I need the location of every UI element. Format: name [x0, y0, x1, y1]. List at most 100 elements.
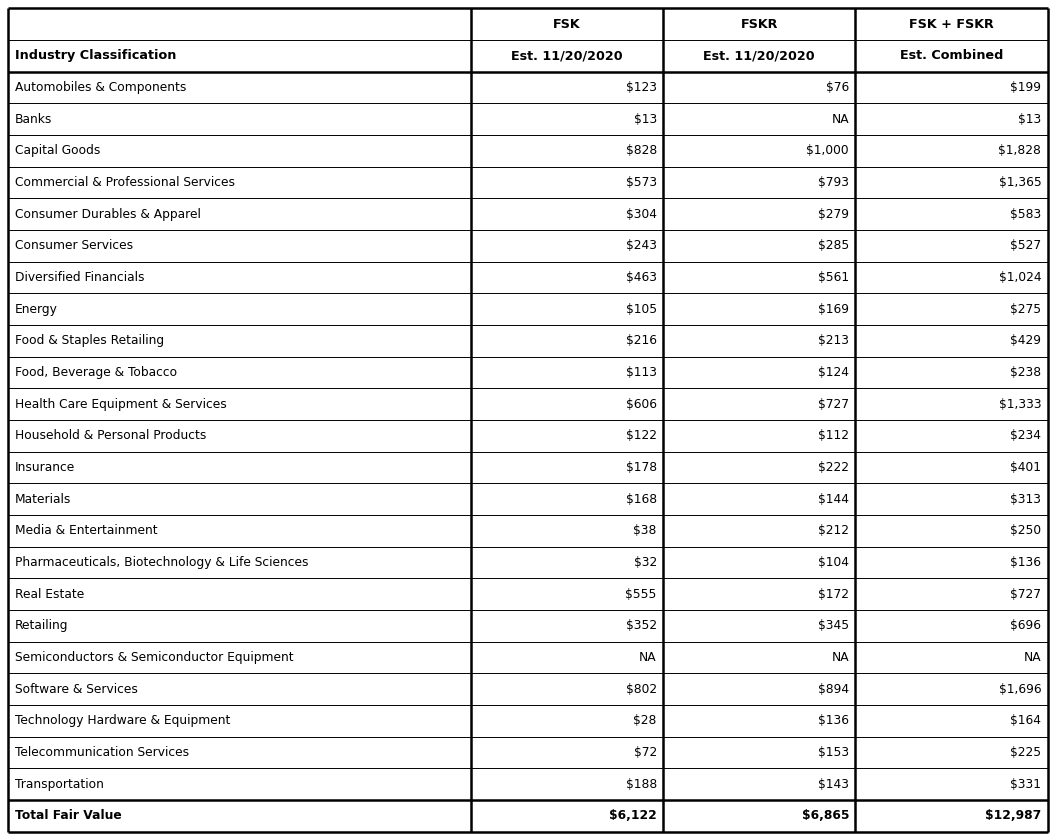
Text: Est. 11/20/2020: Est. 11/20/2020 [511, 50, 623, 62]
Text: $1,000: $1,000 [807, 144, 849, 157]
Text: $234: $234 [1011, 429, 1041, 443]
Text: $13: $13 [1018, 113, 1041, 126]
Text: Commercial & Professional Services: Commercial & Professional Services [15, 176, 234, 189]
Text: $112: $112 [818, 429, 849, 443]
Text: $401: $401 [1011, 461, 1041, 474]
Text: $561: $561 [818, 271, 849, 284]
Text: $143: $143 [818, 778, 849, 790]
Text: $136: $136 [818, 714, 849, 727]
Text: $555: $555 [625, 588, 657, 601]
Text: $144: $144 [818, 492, 849, 506]
Text: $12,987: $12,987 [985, 809, 1041, 822]
Text: Total Fair Value: Total Fair Value [15, 809, 121, 822]
Text: $13: $13 [634, 113, 657, 126]
Text: Industry Classification: Industry Classification [15, 50, 176, 62]
Text: Automobiles & Components: Automobiles & Components [15, 81, 186, 94]
Text: $105: $105 [626, 302, 657, 316]
Text: Real Estate: Real Estate [15, 588, 83, 601]
Text: NA: NA [639, 651, 657, 664]
Text: $153: $153 [818, 746, 849, 759]
Text: $285: $285 [817, 239, 849, 252]
Text: Capital Goods: Capital Goods [15, 144, 100, 157]
Text: Energy: Energy [15, 302, 58, 316]
Text: $172: $172 [818, 588, 849, 601]
Text: $696: $696 [1011, 619, 1041, 633]
Text: Food & Staples Retailing: Food & Staples Retailing [15, 334, 164, 348]
Text: Consumer Services: Consumer Services [15, 239, 133, 252]
Text: $275: $275 [1011, 302, 1041, 316]
Text: $1,365: $1,365 [999, 176, 1041, 189]
Text: $727: $727 [1011, 588, 1041, 601]
Text: Food, Beverage & Tobacco: Food, Beverage & Tobacco [15, 366, 176, 379]
Text: $178: $178 [626, 461, 657, 474]
Text: $802: $802 [626, 683, 657, 696]
Text: Banks: Banks [15, 113, 52, 126]
Text: $72: $72 [634, 746, 657, 759]
Text: Insurance: Insurance [15, 461, 75, 474]
Text: $113: $113 [626, 366, 657, 379]
Text: FSKR: FSKR [740, 18, 778, 31]
Text: FSK: FSK [553, 18, 581, 31]
Text: $212: $212 [818, 524, 849, 538]
Text: $199: $199 [1011, 81, 1041, 94]
Text: $352: $352 [626, 619, 657, 633]
Text: $168: $168 [626, 492, 657, 506]
Text: $793: $793 [818, 176, 849, 189]
Text: $331: $331 [1011, 778, 1041, 790]
Text: $828: $828 [625, 144, 657, 157]
Text: $122: $122 [626, 429, 657, 443]
Text: $1,024: $1,024 [999, 271, 1041, 284]
Text: $583: $583 [1011, 207, 1041, 221]
Text: Software & Services: Software & Services [15, 683, 137, 696]
Text: $28: $28 [634, 714, 657, 727]
Text: Transportation: Transportation [15, 778, 103, 790]
Text: $304: $304 [626, 207, 657, 221]
Text: $606: $606 [626, 397, 657, 411]
Text: $104: $104 [818, 556, 849, 569]
Text: $169: $169 [818, 302, 849, 316]
Text: Diversified Financials: Diversified Financials [15, 271, 145, 284]
Text: NA: NA [831, 113, 849, 126]
Text: $243: $243 [626, 239, 657, 252]
Text: $1,828: $1,828 [998, 144, 1041, 157]
Text: $38: $38 [634, 524, 657, 538]
Text: NA: NA [1023, 651, 1041, 664]
Text: $238: $238 [1011, 366, 1041, 379]
Text: $727: $727 [818, 397, 849, 411]
Text: Media & Entertainment: Media & Entertainment [15, 524, 157, 538]
Text: $6,865: $6,865 [802, 809, 849, 822]
Text: $6,122: $6,122 [609, 809, 657, 822]
Text: $213: $213 [818, 334, 849, 348]
Text: $222: $222 [818, 461, 849, 474]
Text: Semiconductors & Semiconductor Equipment: Semiconductors & Semiconductor Equipment [15, 651, 294, 664]
Text: $216: $216 [626, 334, 657, 348]
Text: $76: $76 [826, 81, 849, 94]
Text: $136: $136 [1011, 556, 1041, 569]
Text: Technology Hardware & Equipment: Technology Hardware & Equipment [15, 714, 230, 727]
Text: $527: $527 [1011, 239, 1041, 252]
Text: $164: $164 [1011, 714, 1041, 727]
Text: $279: $279 [818, 207, 849, 221]
Text: $124: $124 [818, 366, 849, 379]
Text: $32: $32 [634, 556, 657, 569]
Text: $345: $345 [818, 619, 849, 633]
Text: Consumer Durables & Apparel: Consumer Durables & Apparel [15, 207, 201, 221]
Text: $1,696: $1,696 [999, 683, 1041, 696]
Text: NA: NA [831, 651, 849, 664]
Text: Pharmaceuticals, Biotechnology & Life Sciences: Pharmaceuticals, Biotechnology & Life Sc… [15, 556, 308, 569]
Text: $463: $463 [626, 271, 657, 284]
Text: $250: $250 [1011, 524, 1041, 538]
Text: $573: $573 [626, 176, 657, 189]
Text: $1,333: $1,333 [999, 397, 1041, 411]
Text: Health Care Equipment & Services: Health Care Equipment & Services [15, 397, 226, 411]
Text: Telecommunication Services: Telecommunication Services [15, 746, 189, 759]
Text: $225: $225 [1011, 746, 1041, 759]
Text: Est. 11/20/2020: Est. 11/20/2020 [703, 50, 815, 62]
Text: $313: $313 [1011, 492, 1041, 506]
Text: $123: $123 [626, 81, 657, 94]
Text: Household & Personal Products: Household & Personal Products [15, 429, 206, 443]
Text: Est. Combined: Est. Combined [900, 50, 1003, 62]
Text: $894: $894 [818, 683, 849, 696]
Text: Retailing: Retailing [15, 619, 69, 633]
Text: Materials: Materials [15, 492, 71, 506]
